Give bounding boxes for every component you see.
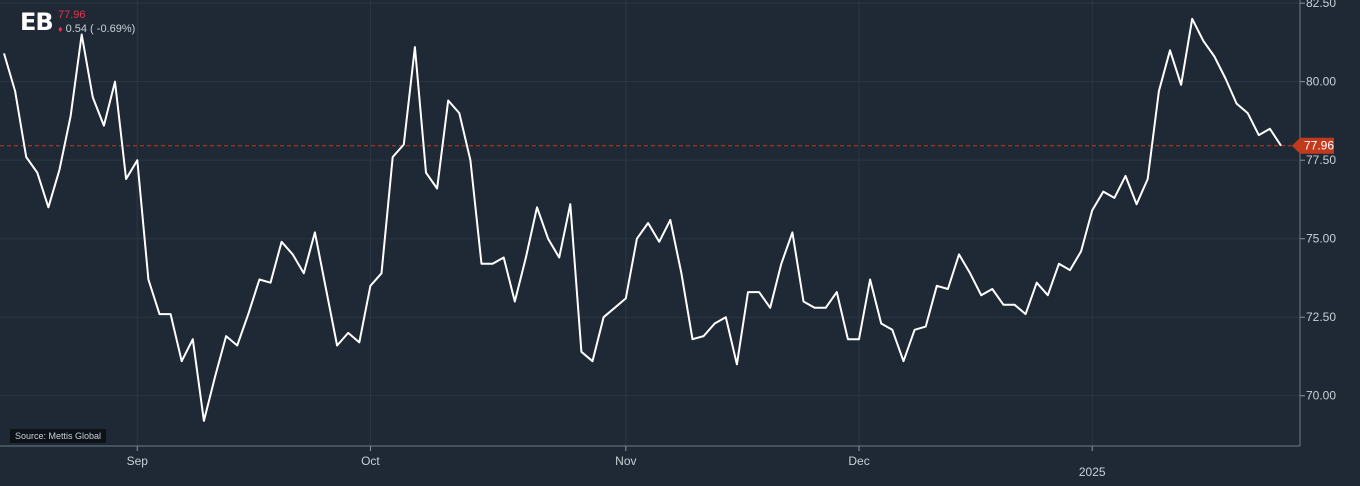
- y-tick-label: 70.00: [1306, 389, 1336, 403]
- source-label: Source: Mettis Global: [10, 429, 107, 443]
- y-tick-label: 75.00: [1306, 232, 1336, 246]
- x-tick-label: Nov: [615, 454, 636, 468]
- y-axis-ticks: 70.00 72.50 75.00 77.50 80.00 82.50: [1306, 0, 1336, 403]
- last-price-marker: 77.96: [1292, 137, 1334, 154]
- price-change: ♦ 0.54 ( -0.69%): [58, 23, 135, 35]
- price-series-line: [3, 17, 1282, 422]
- y-tick-label: 72.50: [1306, 310, 1336, 324]
- logo: EB: [20, 8, 54, 36]
- y-tick-label: 82.50: [1306, 0, 1336, 10]
- last-price-label: 77.96: [1304, 139, 1334, 153]
- current-price: 77.96: [58, 9, 86, 21]
- last-price-tag: [1292, 137, 1334, 154]
- x-axis-ticks: Sep Oct Nov Dec 2025: [127, 454, 1106, 479]
- x-tick-label: Dec: [848, 454, 869, 468]
- grid-lines: [0, 0, 1300, 446]
- x-tick-label: Sep: [127, 454, 149, 468]
- x-tick-label: Oct: [361, 454, 380, 468]
- y-tick-label: 80.00: [1306, 75, 1336, 89]
- price-change-value: 0.54 ( -0.69%): [65, 23, 136, 35]
- down-arrow-icon: ♦: [58, 24, 63, 34]
- axes: [0, 0, 1305, 451]
- series-layer: [3, 17, 1282, 422]
- x-tick-label: 2025: [1079, 465, 1106, 479]
- y-tick-label: 77.50: [1306, 153, 1336, 167]
